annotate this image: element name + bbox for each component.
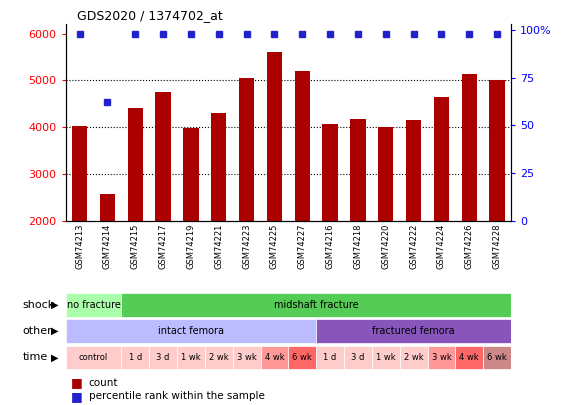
Text: ■: ■ bbox=[71, 390, 83, 403]
Text: 1 d: 1 d bbox=[324, 353, 337, 362]
Text: intact femora: intact femora bbox=[158, 326, 224, 336]
Bar bbox=[267, 52, 282, 221]
Text: count: count bbox=[89, 378, 118, 388]
Bar bbox=[489, 80, 505, 221]
Bar bbox=[100, 194, 115, 221]
Text: shock: shock bbox=[23, 300, 55, 310]
Bar bbox=[428, 345, 456, 369]
Bar bbox=[66, 319, 316, 343]
Text: other: other bbox=[23, 326, 53, 336]
Text: 1 wk: 1 wk bbox=[376, 353, 396, 362]
Text: 6 wk: 6 wk bbox=[487, 353, 507, 362]
Bar bbox=[456, 345, 483, 369]
Text: midshaft fracture: midshaft fracture bbox=[274, 300, 359, 310]
Bar bbox=[72, 126, 87, 221]
Text: ▶: ▶ bbox=[51, 352, 59, 362]
Text: 1 d: 1 d bbox=[128, 353, 142, 362]
Bar bbox=[183, 128, 199, 221]
Bar bbox=[323, 124, 338, 221]
Text: 1 wk: 1 wk bbox=[181, 353, 201, 362]
Text: 3 d: 3 d bbox=[351, 353, 365, 362]
Text: ■: ■ bbox=[71, 376, 83, 389]
Bar bbox=[66, 293, 122, 317]
Text: GDS2020 / 1374702_at: GDS2020 / 1374702_at bbox=[77, 9, 223, 22]
Bar bbox=[155, 92, 171, 221]
Text: percentile rank within the sample: percentile rank within the sample bbox=[89, 391, 264, 401]
Bar bbox=[211, 113, 227, 221]
Bar bbox=[350, 119, 365, 221]
Bar bbox=[295, 71, 310, 221]
Bar bbox=[344, 345, 372, 369]
Bar bbox=[205, 345, 233, 369]
Bar bbox=[316, 345, 344, 369]
Bar bbox=[316, 319, 511, 343]
Text: 4 wk: 4 wk bbox=[460, 353, 479, 362]
Text: no fracture: no fracture bbox=[67, 300, 120, 310]
Bar bbox=[177, 345, 205, 369]
Text: 3 wk: 3 wk bbox=[432, 353, 451, 362]
Bar bbox=[149, 345, 177, 369]
Text: ▶: ▶ bbox=[51, 300, 59, 310]
Text: 3 d: 3 d bbox=[156, 353, 170, 362]
Bar bbox=[434, 97, 449, 221]
Bar bbox=[288, 345, 316, 369]
Bar bbox=[400, 345, 428, 369]
Bar bbox=[372, 345, 400, 369]
Bar bbox=[239, 78, 254, 221]
Bar bbox=[406, 120, 421, 221]
Text: 2 wk: 2 wk bbox=[404, 353, 424, 362]
Bar bbox=[461, 75, 477, 221]
Text: ▶: ▶ bbox=[51, 326, 59, 336]
Bar bbox=[66, 345, 122, 369]
Text: 6 wk: 6 wk bbox=[292, 353, 312, 362]
Bar bbox=[122, 345, 149, 369]
Text: time: time bbox=[23, 352, 48, 362]
Bar bbox=[483, 345, 511, 369]
Bar bbox=[233, 345, 260, 369]
Bar bbox=[122, 293, 511, 317]
Text: 2 wk: 2 wk bbox=[209, 353, 228, 362]
Bar bbox=[127, 108, 143, 221]
Bar bbox=[260, 345, 288, 369]
Text: control: control bbox=[79, 353, 108, 362]
Bar bbox=[378, 127, 393, 221]
Text: 4 wk: 4 wk bbox=[264, 353, 284, 362]
Text: fractured femora: fractured femora bbox=[372, 326, 455, 336]
Text: 3 wk: 3 wk bbox=[237, 353, 256, 362]
